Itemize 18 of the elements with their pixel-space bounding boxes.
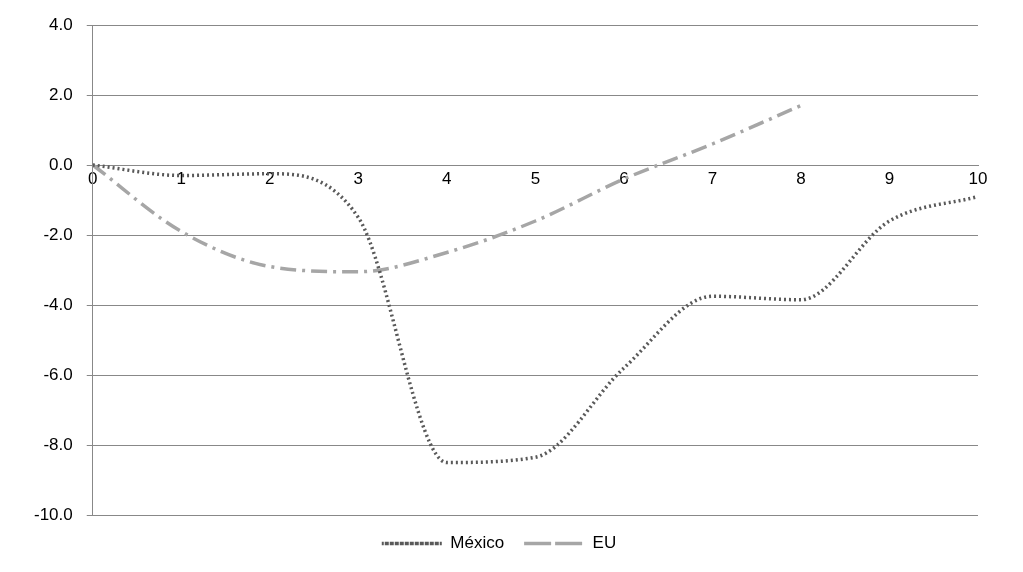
x-tick-label: 7: [707, 168, 718, 188]
x-tick-label: 3: [353, 168, 364, 188]
y-tick-label: 4.0: [49, 14, 73, 34]
x-tick-label: 8: [796, 168, 806, 188]
y-tick-label: 2.0: [49, 84, 73, 104]
x-tick-label: 1: [176, 168, 187, 188]
x-tick-label: 5: [530, 168, 541, 188]
y-tick-label: -2.0: [43, 224, 73, 244]
y-tick-label: 0.0: [49, 154, 73, 174]
x-tick-label: 9: [884, 168, 895, 188]
x-tick-label: 10: [968, 168, 988, 188]
y-tick-label: -10.0: [34, 504, 73, 524]
legend-label: México: [450, 533, 505, 553]
legend-label: EU: [592, 533, 617, 553]
y-tick-label: -8.0: [43, 434, 73, 454]
x-tick-label: 4: [442, 168, 452, 188]
y-tick-label: -4.0: [43, 294, 73, 314]
y-tick-label: -6.0: [43, 364, 73, 384]
